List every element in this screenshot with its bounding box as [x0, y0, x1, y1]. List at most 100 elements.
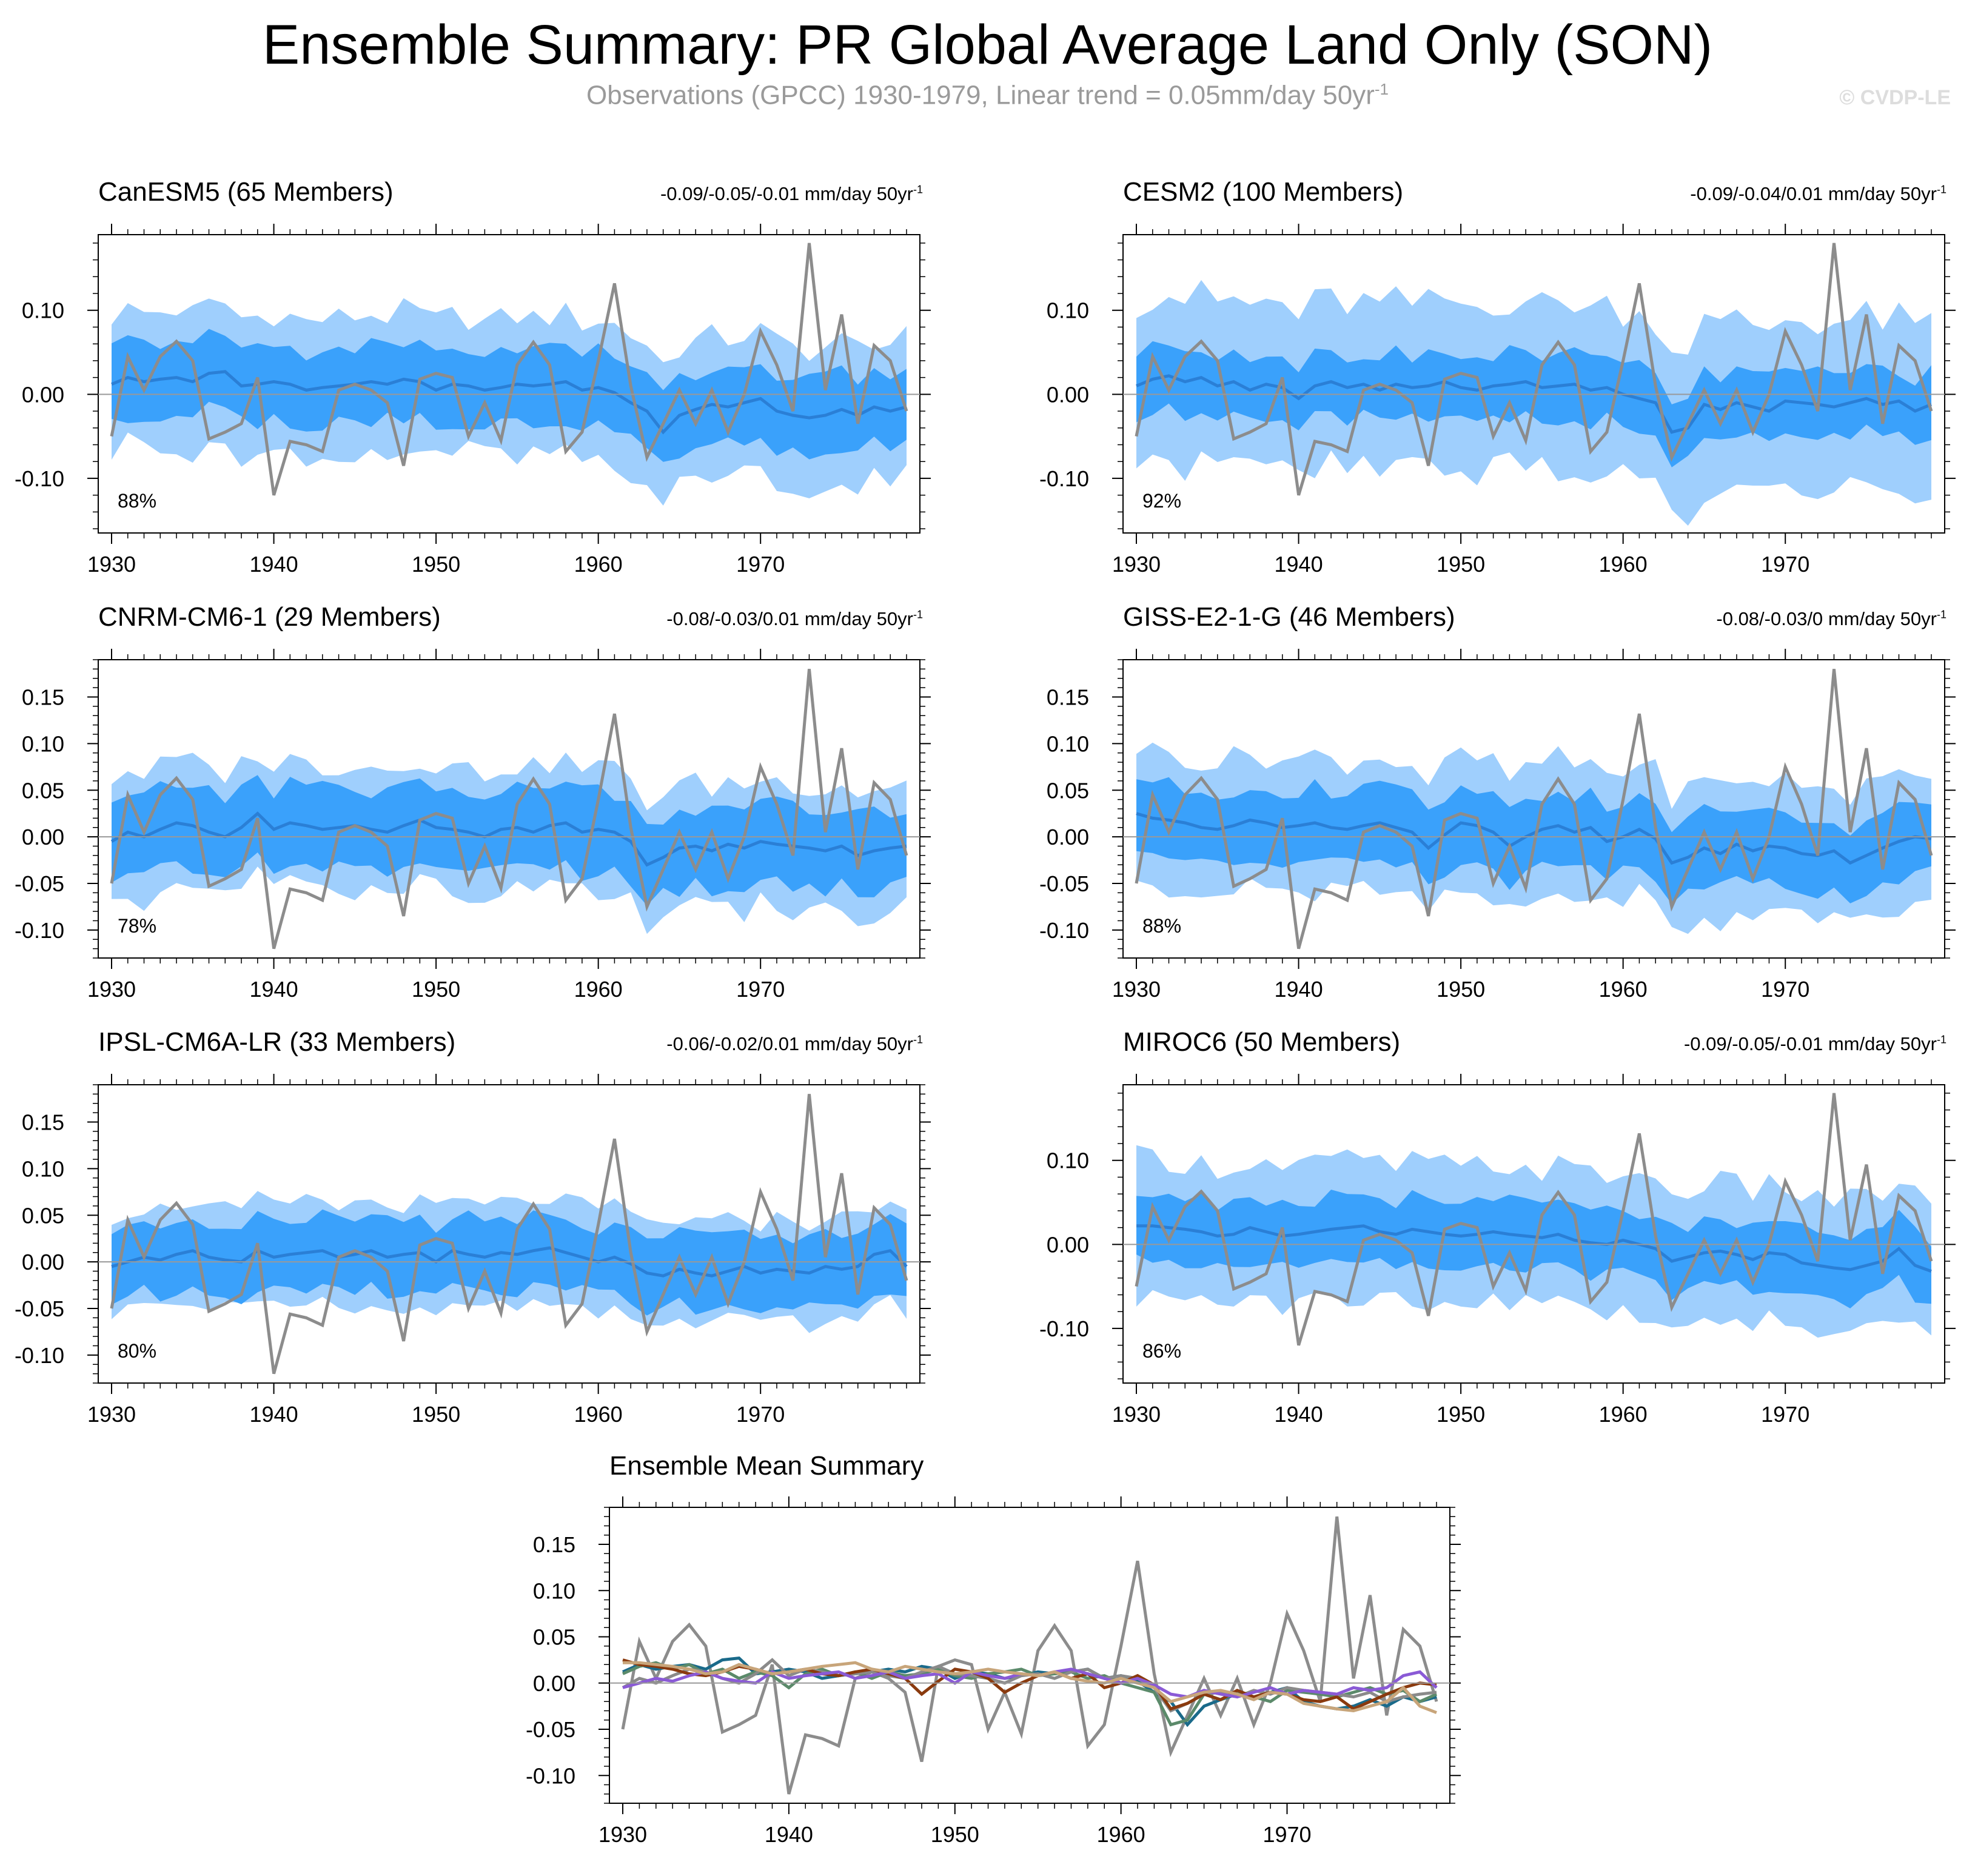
percent-label: 88%: [118, 490, 156, 512]
observations-line: [1135, 669, 1933, 950]
y-tick-label: -0.10: [1039, 466, 1089, 491]
y-tick-label: 0.05: [22, 778, 64, 803]
y-tick-label: -0.10: [15, 466, 64, 491]
panel-title-miroc6: MIROC6 (50 Members): [1123, 1027, 1401, 1057]
subtitle-superscript: -1: [1374, 80, 1389, 98]
x-tick-label: 1950: [1437, 1402, 1485, 1427]
panel-trend-cnrm: -0.08/-0.03/0.01 mm/day 50yr-1: [666, 608, 923, 630]
y-tick-label: 0.05: [1047, 778, 1089, 803]
percent-label: 86%: [1142, 1340, 1181, 1362]
x-tick-label: 1950: [412, 1402, 460, 1427]
y-tick-label: -0.10: [15, 1343, 64, 1368]
trend-unit-superscript: -1: [1936, 183, 1946, 196]
x-tick-label: 1930: [1112, 552, 1161, 577]
x-tick-label: 1950: [1437, 552, 1485, 577]
trend-unit-superscript: -1: [913, 1033, 923, 1046]
y-tick-label: 0.00: [22, 382, 64, 407]
x-tick-label: 1950: [1437, 977, 1485, 1002]
trend-values: -0.06/-0.02/0.01: [666, 1033, 800, 1054]
x-tick-label: 1960: [574, 1402, 623, 1427]
plot-frame: [1122, 1084, 1945, 1384]
observations-line: [110, 243, 908, 496]
trend-unit: mm/day 50yr: [804, 183, 913, 204]
x-tick-label: 1930: [87, 552, 136, 577]
plot-frame: [98, 234, 920, 534]
trend-unit: mm/day 50yr: [1828, 1033, 1937, 1054]
observations-line: [1135, 243, 1933, 496]
x-tick-label: 1970: [736, 1402, 785, 1427]
x-tick-label: 1950: [931, 1822, 979, 1847]
y-tick-label: -0.05: [15, 871, 64, 896]
y-tick-label: 0.00: [22, 1250, 64, 1275]
trend-unit-superscript: -1: [913, 183, 923, 196]
y-tick-label: 0.10: [22, 1156, 64, 1181]
x-tick-label: 1970: [1761, 552, 1809, 577]
ensemble-mean-title: Ensemble Mean Summary: [609, 1451, 924, 1481]
x-tick-label: 1930: [1112, 1402, 1161, 1427]
ensemble-mean-line: [1136, 812, 1932, 865]
trend-unit: mm/day 50yr: [804, 1033, 913, 1054]
x-tick-label: 1940: [1275, 977, 1323, 1002]
trend-values: -0.09/-0.05/-0.01: [1683, 1033, 1823, 1054]
percent-label: 78%: [118, 915, 156, 937]
x-tick-label: 1950: [412, 977, 460, 1002]
x-tick-label: 1960: [1599, 977, 1648, 1002]
y-tick-label: 0.10: [1047, 298, 1089, 323]
ensemble-mean-line: [1136, 374, 1932, 434]
y-tick-label: 0.00: [1047, 1232, 1089, 1257]
x-tick-label: 1960: [1097, 1822, 1145, 1847]
percent-label: 80%: [118, 1340, 156, 1362]
panel-title-canesm5: CanESM5 (65 Members): [98, 177, 394, 207]
x-tick-label: 1970: [1761, 977, 1809, 1002]
x-tick-label: 1940: [250, 1402, 298, 1427]
x-tick-label: 1940: [765, 1822, 813, 1847]
panel-trend-giss: -0.08/-0.03/0 mm/day 50yr-1: [1716, 608, 1946, 630]
x-tick-label: 1970: [1262, 1822, 1311, 1847]
trend-unit-superscript: -1: [913, 608, 923, 621]
x-tick-label: 1970: [736, 977, 785, 1002]
x-tick-label: 1950: [412, 552, 460, 577]
ensemble-mean-line: [110, 811, 907, 867]
y-tick-label: 0.10: [1047, 731, 1089, 756]
panel-title-ipsl: IPSL-CM6A-LR (33 Members): [98, 1027, 456, 1057]
y-tick-label: 0.00: [1047, 382, 1089, 407]
trend-unit: mm/day 50yr: [1828, 608, 1937, 629]
y-tick-label: -0.10: [1039, 1316, 1089, 1341]
trend-unit-superscript: -1: [1936, 608, 1946, 621]
trend-values: -0.09/-0.05/-0.01: [660, 183, 800, 204]
observations-line: [110, 1094, 908, 1375]
x-tick-label: 1940: [1275, 1402, 1323, 1427]
x-tick-label: 1930: [87, 977, 136, 1002]
subtitle: Observations (GPCC) 1930-1979, Linear tr…: [0, 80, 1975, 111]
watermark: © CVDP-LE: [1839, 86, 1951, 109]
y-tick-label: 0.05: [533, 1625, 575, 1650]
observations-line: [1135, 1093, 1933, 1346]
x-tick-label: 1960: [574, 977, 623, 1002]
percent-label: 88%: [1142, 915, 1181, 937]
y-tick-label: 0.00: [533, 1671, 575, 1696]
y-tick-label: 0.15: [22, 685, 64, 710]
x-tick-label: 1960: [1599, 552, 1648, 577]
trend-values: -0.09/-0.04/0.01: [1690, 183, 1823, 204]
observations-line: [621, 1516, 1438, 1795]
page-title: Ensemble Summary: PR Global Average Land…: [262, 14, 1713, 76]
ensemble-mean-line: [111, 370, 907, 435]
inner-spread-band: [112, 329, 907, 462]
ensemble-mean-line: [1136, 1224, 1932, 1273]
x-tick-label: 1940: [250, 552, 298, 577]
y-tick-label: 0.10: [22, 298, 64, 323]
subtitle-text: Observations (GPCC) 1930-1979, Linear tr…: [586, 80, 1375, 110]
trend-unit: mm/day 50yr: [1828, 183, 1937, 204]
y-tick-label: -0.05: [526, 1717, 575, 1742]
x-tick-label: 1930: [1112, 977, 1161, 1002]
panel-title-giss: GISS-E2-1-G (46 Members): [1123, 602, 1455, 632]
x-tick-label: 1930: [599, 1822, 647, 1847]
trend-unit-superscript: -1: [1936, 1033, 1946, 1046]
x-tick-label: 1960: [574, 552, 623, 577]
y-tick-label: 0.00: [22, 825, 64, 849]
y-tick-label: 0.10: [533, 1578, 575, 1603]
x-tick-label: 1930: [87, 1402, 136, 1427]
x-tick-label: 1940: [250, 977, 298, 1002]
observations-line: [110, 669, 908, 950]
